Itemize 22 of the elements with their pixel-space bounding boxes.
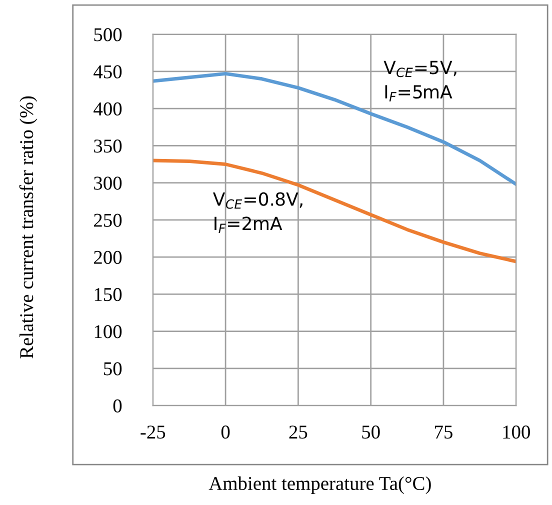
y-tick-label: 0: [113, 399, 122, 412]
y-tick-label: 450: [94, 65, 122, 78]
x-tick-label: 25: [289, 426, 308, 439]
y-tick-label: 300: [94, 176, 122, 190]
y-tick-label: 50: [104, 362, 122, 376]
text: V$_{CE}$=5V, I$_{F}$=5mA: [384, 60, 456, 102]
text: V$_{CE}$=0.8V, I$_{F}$=2mA: [212, 192, 302, 233]
y-axis-title: Relative current transfer ratio (%): [19, 96, 38, 358]
x-tick-label: -25: [140, 426, 166, 439]
y-tick-label: 350: [94, 140, 122, 153]
x-tick-label: 75: [435, 426, 452, 439]
line-series: [152, 158, 516, 264]
y-tick-label: 400: [94, 102, 122, 116]
x-axis-title: Ambient temperature Ta(°C): [208, 476, 431, 494]
x-tick-label: 0: [221, 426, 230, 439]
y-tick-label: 100: [94, 325, 122, 338]
y-tick-label: 200: [94, 250, 122, 264]
y-tick-label: 250: [94, 214, 122, 227]
x-tick-label: 100: [503, 426, 530, 439]
y-tick-label: 500: [94, 28, 122, 42]
y-tick-label: 150: [94, 288, 122, 302]
x-tick-label: 50: [362, 426, 380, 439]
